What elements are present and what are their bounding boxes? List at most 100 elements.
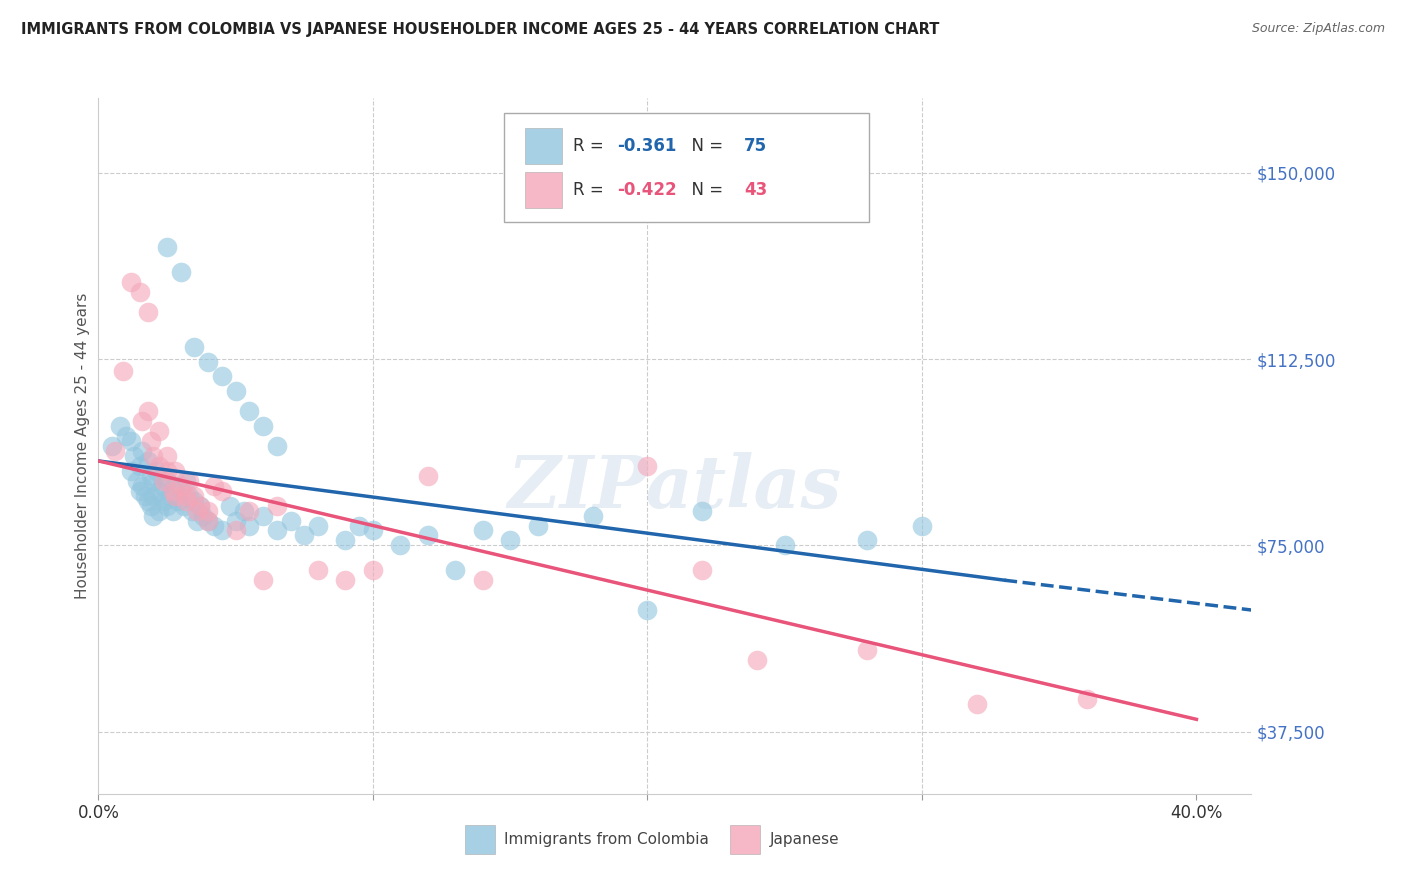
Point (692, 563, 714, 577)
Point (104, 444, 127, 458)
Point (389, 538, 412, 552)
Point (225, 524, 247, 538)
Text: ZIPatlas: ZIPatlas (508, 452, 842, 524)
Point (292, 528, 315, 542)
Text: 75: 75 (744, 137, 768, 155)
Point (174, 489, 197, 503)
Point (148, 424, 170, 438)
Text: Source: ZipAtlas.com: Source: ZipAtlas.com (1251, 22, 1385, 36)
Point (180, 503, 202, 517)
Text: N =: N = (681, 137, 728, 155)
Point (128, 458, 150, 473)
FancyBboxPatch shape (505, 113, 869, 222)
Point (183, 340, 205, 354)
Point (238, 518, 260, 533)
Point (197, 514, 219, 528)
Point (145, 464, 167, 478)
Point (156, 474, 179, 488)
Point (191, 508, 214, 523)
Point (1076, 692, 1098, 706)
Point (266, 524, 288, 538)
Point (416, 468, 439, 483)
Point (136, 493, 159, 508)
Point (526, 518, 548, 533)
Point (335, 533, 357, 548)
Point (139, 434, 162, 448)
Point (307, 563, 329, 577)
Point (219, 499, 242, 513)
Point (188, 499, 211, 513)
Point (747, 653, 769, 667)
Point (183, 493, 205, 508)
Point (692, 503, 714, 517)
Point (280, 514, 302, 528)
Point (238, 404, 260, 418)
Point (188, 499, 211, 513)
Point (773, 538, 796, 552)
Point (120, 275, 142, 289)
Point (156, 449, 179, 463)
Point (153, 493, 176, 508)
Point (120, 464, 142, 478)
Point (148, 483, 170, 498)
Point (142, 508, 165, 523)
Point (173, 499, 195, 513)
Y-axis label: Householder Income Ages 25 - 44 years: Householder Income Ages 25 - 44 years (75, 293, 90, 599)
Point (471, 573, 494, 587)
Point (170, 479, 193, 493)
Point (202, 518, 225, 533)
Point (499, 533, 522, 548)
Point (197, 354, 219, 368)
Point (142, 449, 165, 463)
Point (122, 449, 145, 463)
Point (156, 499, 179, 513)
Point (186, 514, 208, 528)
Point (156, 464, 179, 478)
Point (162, 483, 184, 498)
Point (361, 563, 384, 577)
Point (139, 468, 162, 483)
Point (159, 489, 181, 503)
Point (170, 265, 193, 279)
Point (110, 419, 132, 434)
Point (911, 518, 934, 533)
Point (252, 508, 274, 523)
Point (183, 489, 205, 503)
Point (112, 364, 135, 378)
Point (167, 493, 190, 508)
Point (232, 503, 254, 517)
Point (125, 474, 148, 488)
Point (186, 503, 208, 517)
Point (170, 483, 193, 498)
Text: IMMIGRANTS FROM COLOMBIA VS JAPANESE HOUSEHOLDER INCOME AGES 25 - 44 YEARS CORRE: IMMIGRANTS FROM COLOMBIA VS JAPANESE HOU… (21, 22, 939, 37)
Text: R =: R = (574, 137, 609, 155)
Point (148, 503, 170, 517)
Point (162, 503, 184, 517)
Text: -0.361: -0.361 (617, 137, 676, 155)
Point (636, 458, 658, 473)
Point (136, 454, 159, 468)
Text: Japanese: Japanese (769, 832, 839, 847)
Point (128, 483, 150, 498)
FancyBboxPatch shape (524, 172, 562, 208)
Point (165, 479, 187, 493)
Point (581, 508, 603, 523)
Point (174, 493, 197, 508)
Point (165, 489, 187, 503)
Point (165, 464, 187, 478)
Text: Immigrants from Colombia: Immigrants from Colombia (505, 832, 709, 847)
Point (252, 573, 274, 587)
Point (335, 573, 357, 587)
Point (136, 404, 159, 418)
Point (177, 489, 200, 503)
Text: N =: N = (681, 181, 728, 199)
Point (131, 479, 153, 493)
Point (307, 518, 329, 533)
Point (148, 458, 170, 473)
Point (197, 503, 219, 517)
Point (225, 384, 247, 399)
Point (225, 514, 247, 528)
Point (211, 369, 233, 384)
Point (238, 503, 260, 517)
Point (347, 518, 370, 533)
